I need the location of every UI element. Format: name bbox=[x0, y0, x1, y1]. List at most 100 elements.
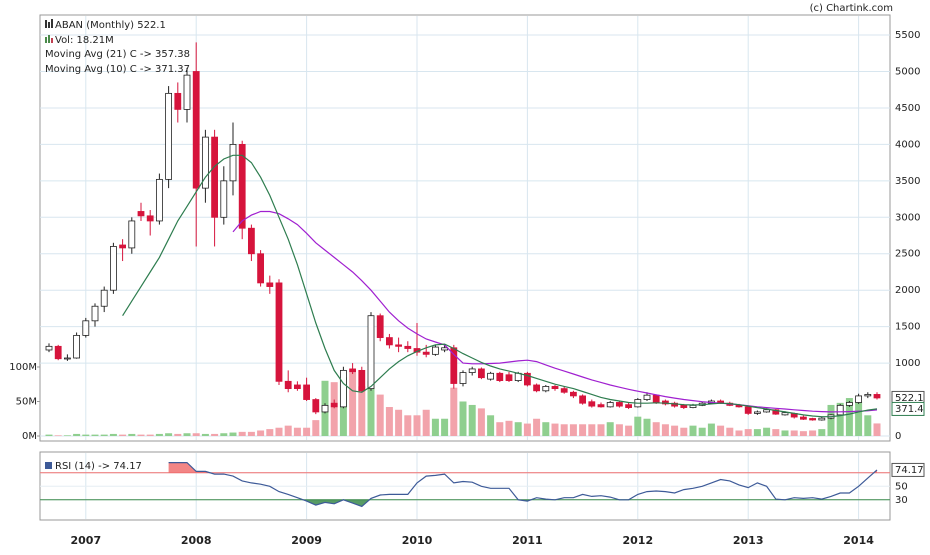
candle-body bbox=[82, 320, 90, 336]
volume-bar bbox=[211, 433, 219, 436]
volume-icon bbox=[45, 35, 53, 43]
candle-body bbox=[441, 347, 449, 351]
volume-bar bbox=[376, 394, 384, 436]
volume-bar bbox=[753, 429, 761, 436]
volume-bar bbox=[358, 386, 366, 436]
volume-bar bbox=[717, 425, 725, 436]
candle-body bbox=[275, 282, 283, 382]
volume-bar bbox=[468, 404, 476, 436]
y-tick-label: 1000 bbox=[895, 358, 920, 369]
candle-body bbox=[818, 417, 826, 421]
candle-body bbox=[385, 337, 393, 346]
x-tick-label: 2012 bbox=[622, 534, 653, 547]
volume-bar bbox=[772, 429, 780, 436]
candle-body bbox=[358, 369, 366, 392]
candle-body bbox=[763, 409, 770, 413]
candle-body bbox=[247, 227, 255, 255]
candle-body bbox=[229, 143, 237, 182]
volume-bar bbox=[284, 425, 292, 436]
y-tick-label: 0 bbox=[895, 431, 901, 442]
candle-body bbox=[64, 357, 71, 360]
volume-bar bbox=[91, 434, 99, 436]
candle-body bbox=[570, 391, 577, 397]
rsi-tick-label: 30 bbox=[895, 495, 908, 506]
volume-bar bbox=[799, 431, 807, 436]
candle-body bbox=[339, 369, 347, 408]
candle-body bbox=[689, 404, 697, 408]
volume-bar bbox=[597, 424, 605, 436]
candle-body bbox=[321, 404, 329, 413]
volume-bar bbox=[422, 409, 430, 436]
candle-body bbox=[284, 380, 292, 390]
rsi-icon bbox=[45, 462, 52, 469]
volume-bar bbox=[385, 407, 393, 436]
volume-bar bbox=[542, 422, 550, 436]
legend-ma21: Moving Avg (21) C -> 357.38 bbox=[45, 49, 190, 60]
volume-bar bbox=[533, 418, 541, 436]
volume-bar bbox=[146, 434, 154, 436]
candle-body bbox=[303, 384, 311, 400]
volume-bar bbox=[367, 380, 375, 436]
volume-bar bbox=[652, 422, 660, 436]
volume-bar bbox=[109, 433, 117, 436]
candle-body bbox=[192, 71, 200, 189]
volume-bar bbox=[818, 429, 826, 436]
candle-body bbox=[846, 402, 853, 406]
candle-body bbox=[266, 282, 274, 287]
candle-body bbox=[542, 386, 550, 392]
candle-body bbox=[183, 74, 191, 110]
candle-body bbox=[468, 368, 476, 373]
candle-body bbox=[422, 351, 430, 355]
candle-body bbox=[524, 372, 531, 386]
volume-bar bbox=[809, 430, 817, 436]
volume-bar bbox=[431, 418, 439, 436]
candle-body bbox=[238, 143, 246, 229]
volume-bar bbox=[514, 422, 522, 436]
y-tick-label: 2500 bbox=[895, 249, 920, 260]
candle-body bbox=[643, 394, 651, 400]
volume-bar bbox=[312, 420, 320, 436]
volume-bar bbox=[201, 433, 209, 436]
volume-bar bbox=[155, 433, 163, 436]
volume-bar bbox=[726, 427, 734, 436]
volume-bar bbox=[165, 433, 173, 436]
candle-body bbox=[533, 384, 540, 392]
volume-bar bbox=[625, 425, 633, 436]
candle-body bbox=[395, 344, 403, 347]
volume-bar bbox=[790, 430, 798, 436]
volume-bar bbox=[73, 433, 81, 436]
legend-ma10: Moving Avg (10) C -> 371.37 bbox=[45, 64, 190, 75]
volume-bar bbox=[744, 429, 752, 436]
volume-bar bbox=[505, 420, 513, 436]
volume-bar bbox=[63, 435, 71, 436]
candle-body bbox=[404, 345, 412, 349]
x-tick-label: 2013 bbox=[733, 534, 764, 547]
candle-body bbox=[91, 305, 99, 322]
candle-body bbox=[781, 412, 789, 416]
volume-bar bbox=[615, 424, 623, 436]
volume-bar bbox=[404, 415, 412, 436]
volume-bar bbox=[450, 387, 458, 436]
candle-body bbox=[155, 178, 163, 222]
volume-bar bbox=[827, 404, 835, 436]
volume-bar bbox=[551, 423, 559, 436]
volume-tick-label: 50M bbox=[16, 396, 37, 407]
rsi-line bbox=[168, 462, 878, 508]
candle-body bbox=[100, 289, 108, 307]
volume-bar bbox=[54, 435, 62, 436]
volume-bar bbox=[606, 422, 614, 436]
candle-body bbox=[146, 215, 154, 222]
marks bbox=[45, 42, 881, 508]
volume-legend: Vol: 18.21M bbox=[55, 35, 114, 46]
volume-bar bbox=[873, 423, 881, 436]
volume-bar bbox=[781, 430, 789, 436]
volume-bar bbox=[293, 427, 301, 436]
volume-bar bbox=[349, 372, 357, 436]
volume-bar bbox=[588, 424, 596, 436]
candle-body bbox=[367, 315, 375, 390]
volume-bar bbox=[229, 432, 237, 436]
last-ma-box bbox=[891, 401, 925, 416]
x-tick-label: 2010 bbox=[402, 534, 433, 547]
volume-bar bbox=[836, 402, 844, 436]
